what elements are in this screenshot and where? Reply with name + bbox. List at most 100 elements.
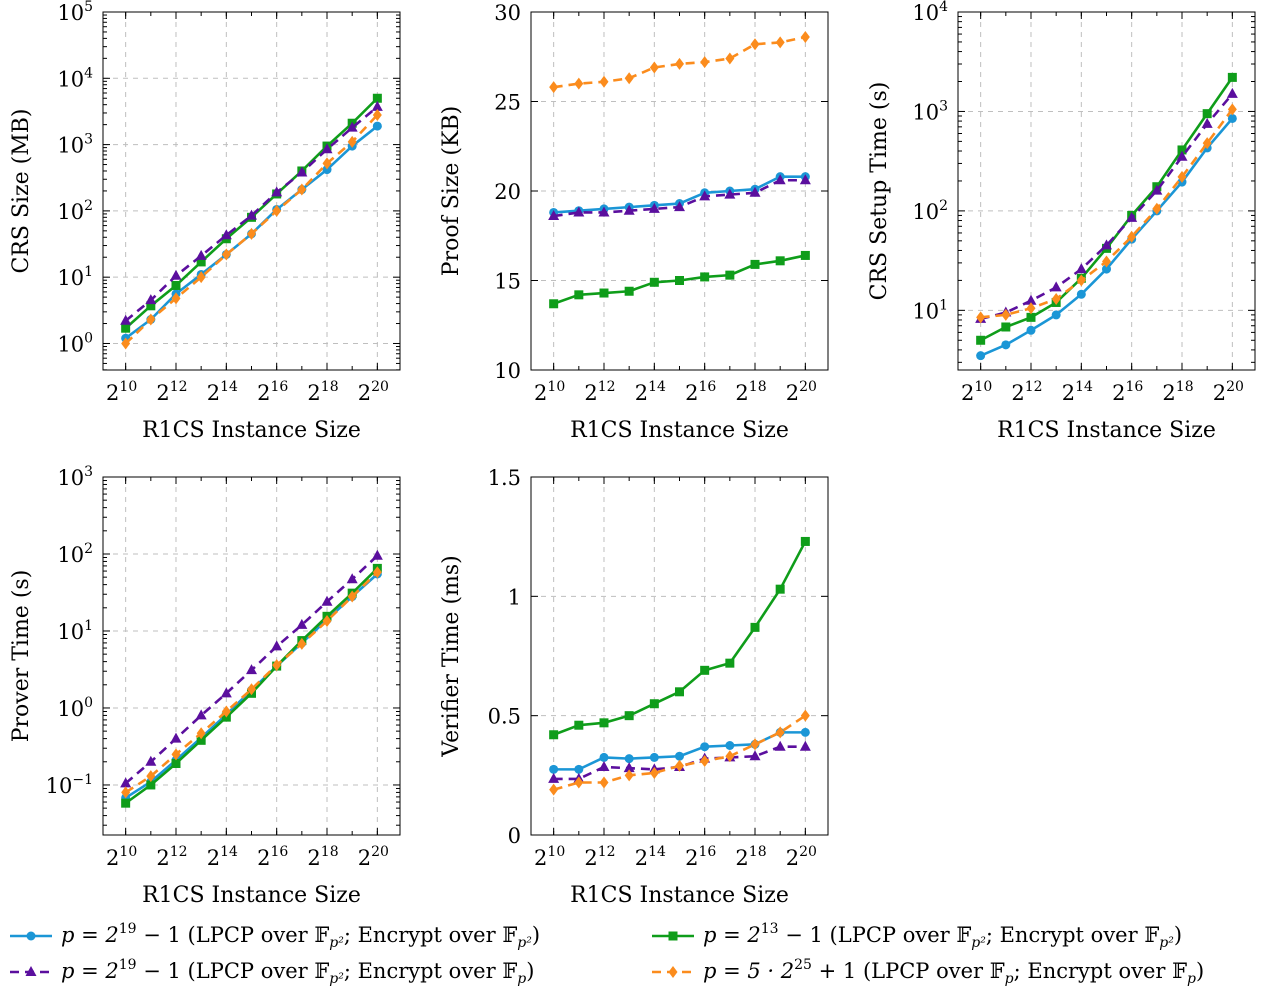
data-point bbox=[1202, 137, 1212, 150]
data-point bbox=[371, 549, 383, 560]
data-point bbox=[372, 566, 382, 579]
legend-marker bbox=[668, 966, 678, 978]
data-point bbox=[1227, 103, 1237, 116]
legend-label: p = 219 − 1 (LPCP over 𝔽p²; Encrypt over… bbox=[61, 921, 540, 951]
chart-panel-2: 210 212 214 216 218 220 10 15 20 25 30 R1CS Instanc… bbox=[439, 1, 829, 443]
y-tick-label: 20 bbox=[494, 180, 521, 204]
data-point bbox=[976, 311, 986, 324]
data-point bbox=[749, 750, 761, 761]
x-tick-label: 220 bbox=[786, 844, 817, 870]
data-point bbox=[196, 257, 206, 267]
y-axis-label: Prover Time (s) bbox=[9, 570, 34, 743]
data-point bbox=[321, 143, 333, 154]
data-point bbox=[220, 687, 232, 698]
series-s3 bbox=[120, 549, 383, 788]
data-point bbox=[774, 740, 786, 751]
legend-item-s1: p = 219 − 1 (LPCP over 𝔽p²; Encrypt over… bbox=[10, 921, 540, 951]
x-axis-label: R1CS Instance Size bbox=[142, 883, 361, 908]
data-point bbox=[1051, 310, 1061, 320]
data-point bbox=[775, 256, 785, 266]
data-point bbox=[372, 121, 382, 131]
data-point bbox=[574, 776, 584, 789]
data-point bbox=[548, 772, 560, 783]
data-point bbox=[976, 335, 986, 345]
data-point bbox=[146, 313, 156, 326]
data-point bbox=[346, 573, 358, 584]
data-point bbox=[297, 637, 307, 650]
x-axis-label: R1CS Instance Size bbox=[570, 883, 789, 908]
legend-marker bbox=[25, 966, 37, 976]
data-point bbox=[145, 755, 157, 766]
series-line bbox=[980, 76, 1234, 342]
y-tick-label: 1 bbox=[508, 585, 521, 609]
series-line bbox=[124, 105, 379, 322]
data-point bbox=[220, 229, 232, 240]
chart-panel-3: 210 212 214 216 218 220 101 102 103 104 R1CS Insta… bbox=[867, 0, 1256, 443]
data-point bbox=[321, 595, 333, 606]
data-point bbox=[121, 323, 131, 333]
y-tick-label: 102 bbox=[912, 198, 948, 224]
data-point bbox=[196, 271, 206, 284]
data-point bbox=[1151, 184, 1163, 195]
series-s3 bbox=[120, 100, 383, 325]
data-point bbox=[196, 727, 206, 740]
data-point bbox=[297, 183, 307, 196]
chart-panel-5: 210 212 214 216 218 220 0 0.5 1 1.5 R1CS Instance … bbox=[439, 466, 829, 908]
y-axis-label: CRS Setup Time (s) bbox=[867, 82, 892, 301]
series-s4 bbox=[121, 566, 382, 799]
data-point bbox=[574, 720, 584, 730]
x-tick-label: 212 bbox=[584, 844, 615, 870]
series-s2 bbox=[976, 72, 1237, 345]
data-point bbox=[675, 687, 684, 697]
data-point bbox=[725, 741, 735, 750]
data-point bbox=[372, 93, 382, 103]
data-point bbox=[120, 777, 132, 788]
x-axis-label: R1CS Instance Size bbox=[570, 418, 789, 443]
data-point bbox=[573, 206, 585, 217]
data-point bbox=[700, 56, 710, 69]
y-tick-label: 25 bbox=[494, 91, 521, 115]
grid bbox=[103, 11, 400, 370]
data-point bbox=[171, 748, 181, 761]
data-point bbox=[574, 764, 584, 774]
y-tick-label: 0 bbox=[508, 824, 521, 848]
chart-panel-4: 210 212 214 216 218 220 10−1 100 101 102 103 R1CS I… bbox=[9, 464, 401, 908]
data-point bbox=[725, 750, 735, 763]
data-point bbox=[221, 705, 231, 718]
x-tick-label: 220 bbox=[1213, 379, 1244, 405]
data-point bbox=[247, 683, 256, 696]
data-point bbox=[623, 204, 635, 215]
data-point bbox=[800, 536, 810, 546]
y-tick-label: 10−1 bbox=[46, 772, 93, 798]
data-point bbox=[195, 249, 207, 260]
data-point bbox=[322, 165, 332, 175]
y-tick-label: 101 bbox=[57, 264, 93, 290]
data-point bbox=[775, 36, 785, 49]
legend: p = 219 − 1 (LPCP over 𝔽p²; Encrypt over… bbox=[10, 921, 1204, 987]
data-point bbox=[598, 206, 610, 217]
data-point bbox=[171, 292, 181, 305]
plot-frame bbox=[102, 11, 401, 371]
data-point bbox=[1201, 117, 1213, 128]
series-s4 bbox=[549, 31, 810, 94]
data-point bbox=[799, 740, 811, 751]
data-point bbox=[121, 786, 131, 799]
data-point bbox=[598, 760, 610, 771]
x-tick-label: 218 bbox=[1162, 379, 1193, 405]
data-point bbox=[1152, 202, 1162, 215]
y-tick-label: 104 bbox=[57, 65, 93, 91]
data-point bbox=[624, 754, 634, 764]
data-point bbox=[121, 798, 131, 808]
data-point bbox=[548, 210, 560, 221]
data-point bbox=[725, 52, 735, 65]
data-point bbox=[322, 157, 332, 170]
x-tick-label: 210 bbox=[961, 379, 992, 405]
data-point bbox=[599, 718, 609, 728]
x-tick-label: 220 bbox=[786, 379, 817, 405]
data-point bbox=[800, 727, 810, 737]
legend-item-s4: p = 5 · 225 + 1 (LPCP over 𝔽p; Encrypt o… bbox=[652, 957, 1204, 987]
x-tick-label: 218 bbox=[735, 379, 766, 405]
data-point bbox=[699, 190, 711, 201]
data-point bbox=[1051, 293, 1061, 306]
data-point bbox=[700, 665, 710, 675]
